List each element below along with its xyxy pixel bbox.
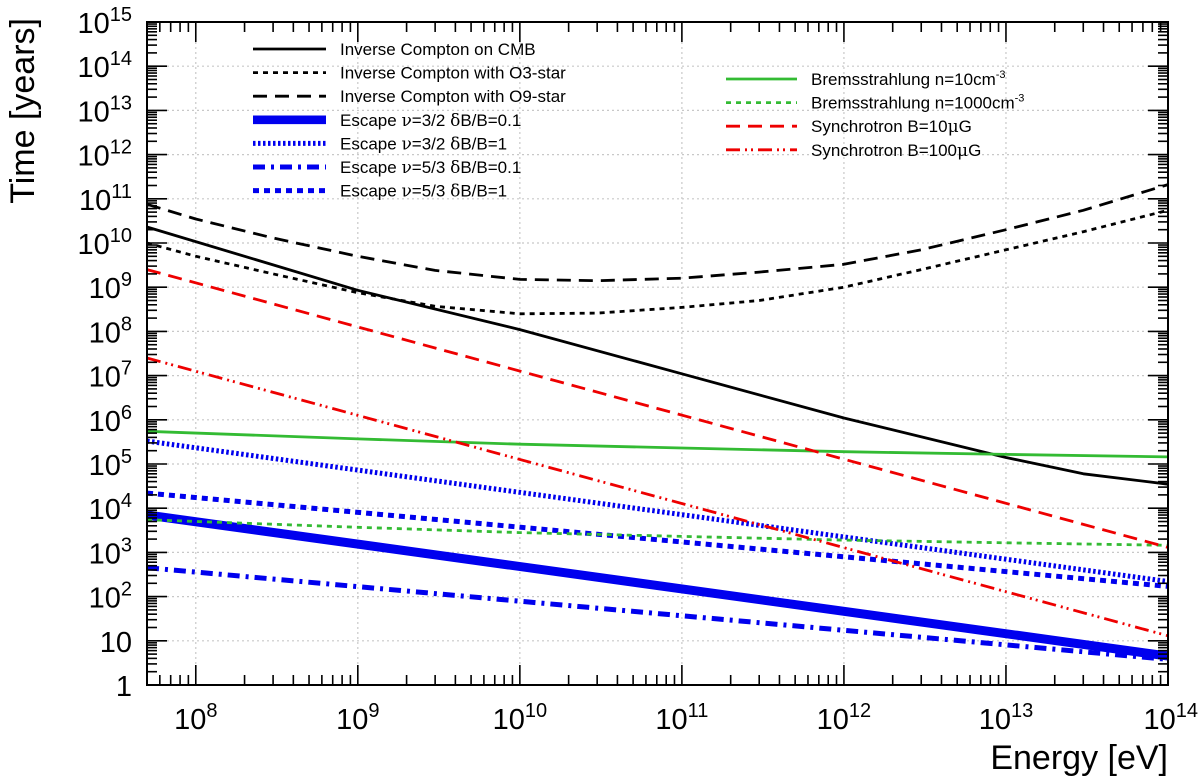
legend-item-ic-cmb: Inverse Compton on CMB bbox=[253, 40, 536, 59]
series-ic-o3 bbox=[146, 208, 1169, 316]
series-esc-32-1 bbox=[146, 438, 1169, 584]
y-axis-title: Time [years] bbox=[4, 18, 42, 204]
series-esc-53-01 bbox=[146, 565, 1169, 662]
series-brems-1000 bbox=[146, 518, 1169, 547]
series-esc-32-01 bbox=[146, 510, 1169, 661]
y-tick-label: 1010 bbox=[77, 225, 132, 261]
legend-item-esc-53-01: Escape ν=5/3 δB/B=0.1 bbox=[253, 158, 521, 178]
legend-label: Inverse Compton with O9-star bbox=[340, 87, 566, 106]
x-tick-label: 1010 bbox=[493, 700, 548, 736]
y-tick-label: 1012 bbox=[77, 137, 132, 173]
y-tick-label: 109 bbox=[89, 269, 132, 305]
legend-item-esc-32-01: Escape ν=3/2 δB/B=0.1 bbox=[253, 111, 521, 131]
legend-label: Escape ν=5/3 δB/B=0.1 bbox=[340, 158, 521, 178]
x-tick-label: 1014 bbox=[1143, 700, 1198, 736]
y-tick-label: 102 bbox=[89, 579, 132, 615]
legend-label: Synchrotron B=10μG bbox=[811, 117, 972, 137]
x-tick-label: 1012 bbox=[817, 700, 872, 736]
legend-item-esc-53-1: Escape ν=5/3 δB/B=1 bbox=[253, 182, 507, 202]
y-tick-label: 1015 bbox=[77, 4, 132, 40]
y-tick-label: 108 bbox=[89, 313, 132, 349]
legend-item-brems-1000: Bremsstrahlung n=1000cm-3 bbox=[726, 93, 1024, 113]
legend-label: Escape ν=5/3 δB/B=1 bbox=[340, 182, 507, 202]
legend-label: Synchrotron B=100μG bbox=[811, 141, 981, 161]
legend-label: Escape ν=3/2 δB/B=0.1 bbox=[340, 111, 521, 131]
legend-item-ic-o9: Inverse Compton with O9-star bbox=[253, 87, 566, 106]
grid bbox=[147, 22, 1168, 685]
y-tick-label: 104 bbox=[89, 490, 132, 526]
y-tick-label: 103 bbox=[89, 534, 132, 570]
x-axis-title: Energy [eV] bbox=[990, 739, 1168, 777]
y-tick-label: 105 bbox=[89, 446, 132, 482]
x-tick-label: 108 bbox=[174, 700, 217, 736]
legend-label: Inverse Compton with O3-star bbox=[340, 64, 566, 83]
legend-item-ic-o3: Inverse Compton with O3-star bbox=[253, 64, 566, 83]
series-esc-53-1 bbox=[146, 490, 1169, 589]
y-tick-label: 107 bbox=[89, 358, 132, 394]
legend-label: Inverse Compton on CMB bbox=[340, 40, 536, 59]
y-tick-label: 1014 bbox=[77, 48, 132, 84]
x-tick-label: 1011 bbox=[655, 700, 708, 736]
y-tick-label: 10 bbox=[100, 627, 132, 659]
series-sync-10 bbox=[146, 268, 1169, 549]
x-tick-label: 1013 bbox=[979, 700, 1034, 736]
legend-label: Escape ν=3/2 δB/B=1 bbox=[340, 134, 507, 154]
legend-item-sync-100: Synchrotron B=100μG bbox=[726, 141, 981, 161]
legend-item-brems-10: Bremsstrahlung n=10cm-3 bbox=[726, 69, 1006, 89]
tick-labels: 108 109 1010 1011 1012 1013 1014 1 10 102 103 104 10… bbox=[77, 4, 1198, 736]
legend-item-sync-10: Synchrotron B=10μG bbox=[726, 117, 972, 137]
y-tick-label: 1 bbox=[116, 671, 132, 703]
x-tick-label: 109 bbox=[336, 700, 379, 736]
series-ic-o9 bbox=[146, 183, 1169, 283]
y-tick-label: 106 bbox=[89, 402, 132, 438]
legend-label: Bremsstrahlung n=1000cm-3 bbox=[811, 93, 1024, 113]
legend-item-esc-32-1: Escape ν=3/2 δB/B=1 bbox=[253, 134, 507, 154]
legend: Inverse Compton on CMB Inverse Compton wi… bbox=[253, 40, 1024, 202]
axes bbox=[146, 21, 1169, 686]
y-tick-label: 1011 bbox=[79, 181, 132, 217]
series-brems-10 bbox=[146, 429, 1169, 459]
series-layer bbox=[146, 183, 1169, 662]
y-tick-label: 1013 bbox=[77, 92, 132, 128]
legend-label: Bremsstrahlung n=10cm-3 bbox=[811, 69, 1006, 89]
